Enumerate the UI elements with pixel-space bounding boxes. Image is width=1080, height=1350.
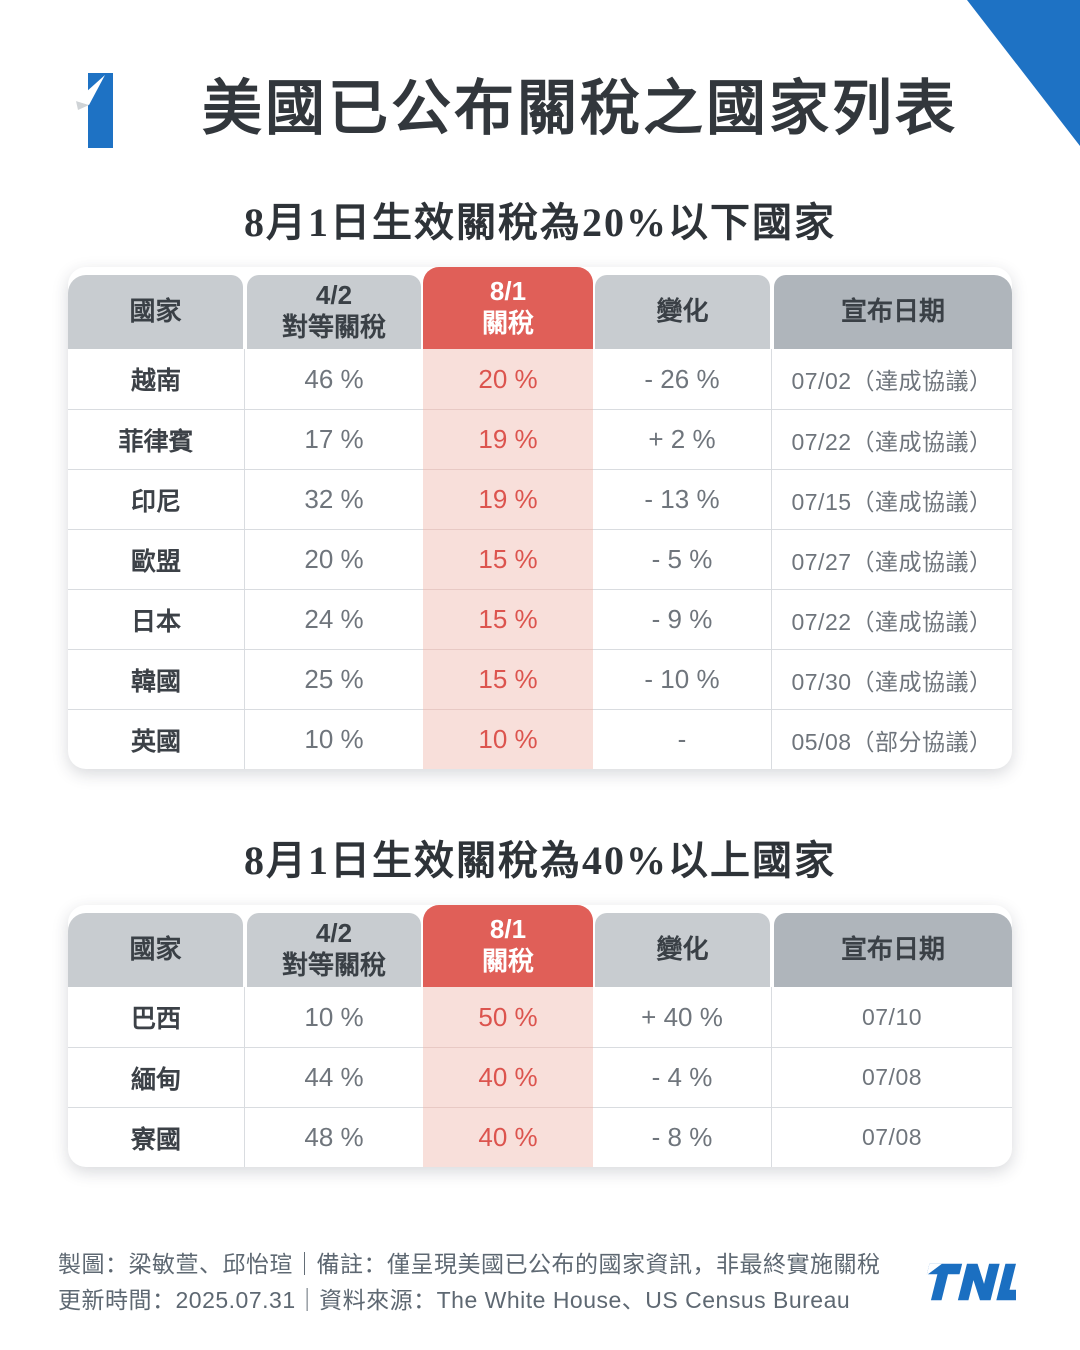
section-title-below-20: 8月1日生效關稅為20%以下國家 (244, 200, 836, 246)
section-title-above-40: 8月1日生效關稅為40%以上國家 (244, 838, 836, 884)
page-title: 美國已公布關稅之國家列表 (202, 76, 958, 142)
table-row: 印尼 32 % 19 % - 13 % 07/15（達成協議） (68, 469, 1012, 530)
country-cell: 巴西 (68, 987, 245, 1048)
announce-date-cell: 07/10 (861, 1003, 923, 1030)
table-header-row: 國家 4/2 對等關稅 8/1 關稅 變化 宣布日期 (68, 267, 1012, 350)
change-cell: - 13 % (593, 469, 772, 530)
table-row: 歐盟 20 % 15 % - 5 % 07/27（達成協議） (68, 529, 1012, 590)
table-header-row: 國家 4/2 對等關稅 8/1 關稅 變化 宣布日期 (68, 905, 1012, 988)
aug1-tariff-cell: 19 % (423, 469, 593, 530)
change-cell: + 2 % (593, 409, 772, 470)
change-cell: + 40 % (593, 987, 772, 1048)
country-cell: 緬甸 (68, 1047, 245, 1108)
numeral-1-badge (74, 70, 116, 152)
apr2-tariff-cell: 17 % (245, 409, 423, 469)
tariff-table-below-20: 國家 4/2 對等關稅 8/1 關稅 變化 宣布日期 越南 46 % 20 % - … (68, 267, 1012, 770)
column-header-announce-date: 宣布日期 (774, 913, 1012, 988)
column-header-country: 國家 (68, 275, 243, 350)
apr2-tariff-cell: 10 % (304, 1001, 364, 1032)
aug1-tariff-cell: 50 % (423, 987, 593, 1048)
tnl-logo-icon (926, 1263, 1023, 1301)
announce-date-cell: 07/27（達成協議） (772, 529, 1012, 589)
tnl-logo (916, 1259, 1023, 1305)
country-cell: 越南 (68, 349, 245, 410)
change-cell: - 4 % (593, 1047, 772, 1108)
announce-date-cell: 07/15（達成協議） (772, 469, 1012, 529)
change-cell: - 9 % (593, 589, 772, 650)
aug1-tariff-cell: 20 % (423, 349, 593, 410)
table-row: 菲律賓 17 % 19 % + 2 % 07/22（達成協議） (68, 409, 1012, 470)
apr2-tariff-cell: 24 % (245, 589, 423, 649)
announce-date-cell: 07/08 (772, 1047, 1012, 1107)
country-cell: 寮國 (68, 1107, 245, 1168)
country-cell: 英國 (68, 709, 245, 770)
table-row: 巴西 10 % 50 % + 40 % 07/10 (68, 987, 1012, 1048)
announce-date-cell: 07/22（達成協議） (772, 409, 1012, 469)
apr2-tariff-cell: 46 % (304, 363, 364, 394)
change-cell: - 5 % (593, 529, 772, 590)
aug1-tariff-cell: 40 % (423, 1047, 593, 1108)
footer-source-line: 更新時間：2025.07.31｜資料來源：The White House、US … (58, 1287, 851, 1313)
footer: 製圖：梁敏萱、邱怡瑄｜備註：僅呈現美國已公布的國家資訊，非最終實施關稅 更新時間… (58, 1246, 1023, 1318)
country-cell: 印尼 (68, 469, 245, 530)
country-cell: 日本 (68, 589, 245, 650)
footer-notes: 製圖：梁敏萱、邱怡瑄｜備註：僅呈現美國已公布的國家資訊，非最終實施關稅 更新時間… (58, 1246, 881, 1318)
table-row: 英國 10 % 10 % - 05/08（部分協議） (68, 709, 1012, 770)
column-header-apr2-tariff: 4/2 對等關稅 (247, 913, 421, 988)
column-header-aug1-tariff: 8/1 關稅 (423, 267, 593, 350)
announce-date-cell: 07/02（達成協議） (791, 368, 993, 395)
aug1-tariff-cell: 40 % (423, 1107, 593, 1168)
country-cell: 韓國 (68, 649, 245, 710)
table-row: 緬甸 44 % 40 % - 4 % 07/08 (68, 1047, 1012, 1108)
announce-date-cell: 07/08 (772, 1107, 1012, 1167)
column-header-change: 變化 (595, 913, 770, 988)
aug1-tariff-cell: 19 % (423, 409, 593, 470)
apr2-tariff-cell: 44 % (245, 1047, 423, 1107)
announce-date-cell: 07/30（達成協議） (772, 649, 1012, 709)
footer-credit-line: 製圖：梁敏萱、邱怡瑄｜備註：僅呈現美國已公布的國家資訊，非最終實施關稅 (58, 1251, 881, 1277)
aug1-tariff-cell: 15 % (423, 589, 593, 650)
apr2-tariff-cell: 25 % (245, 649, 423, 709)
apr2-tariff-cell: 32 % (245, 469, 423, 529)
announce-date-cell: 05/08（部分協議） (772, 709, 1012, 769)
aug1-tariff-cell: 10 % (423, 709, 593, 770)
tariff-table-above-40: 國家 4/2 對等關稅 8/1 關稅 變化 宣布日期 巴西 10 % 50 % + … (68, 905, 1012, 1168)
apr2-tariff-cell: 20 % (245, 529, 423, 589)
table-row: 韓國 25 % 15 % - 10 % 07/30（達成協議） (68, 649, 1012, 710)
table-row: 日本 24 % 15 % - 9 % 07/22（達成協議） (68, 589, 1012, 650)
announce-date-cell: 07/22（達成協議） (772, 589, 1012, 649)
change-cell: - 8 % (593, 1107, 772, 1168)
column-header-aug1-tariff: 8/1 關稅 (423, 905, 593, 988)
apr2-tariff-cell: 48 % (245, 1107, 423, 1167)
table-row: 越南 46 % 20 % - 26 % 07/02（達成協議） (68, 349, 1012, 410)
column-header-country: 國家 (68, 913, 243, 988)
column-header-announce-date: 宣布日期 (774, 275, 1012, 350)
column-header-apr2-tariff: 4/2 對等關稅 (247, 275, 421, 350)
column-header-change: 變化 (595, 275, 770, 350)
aug1-tariff-cell: 15 % (423, 649, 593, 710)
country-cell: 歐盟 (68, 529, 245, 590)
country-cell: 菲律賓 (68, 409, 245, 470)
table-row: 寮國 48 % 40 % - 8 % 07/08 (68, 1107, 1012, 1168)
change-cell: - 26 % (593, 349, 772, 410)
apr2-tariff-cell: 10 % (245, 709, 423, 769)
change-cell: - 10 % (593, 649, 772, 710)
numeral-1-icon (76, 73, 113, 148)
aug1-tariff-cell: 15 % (423, 529, 593, 590)
change-cell: - (593, 709, 772, 770)
